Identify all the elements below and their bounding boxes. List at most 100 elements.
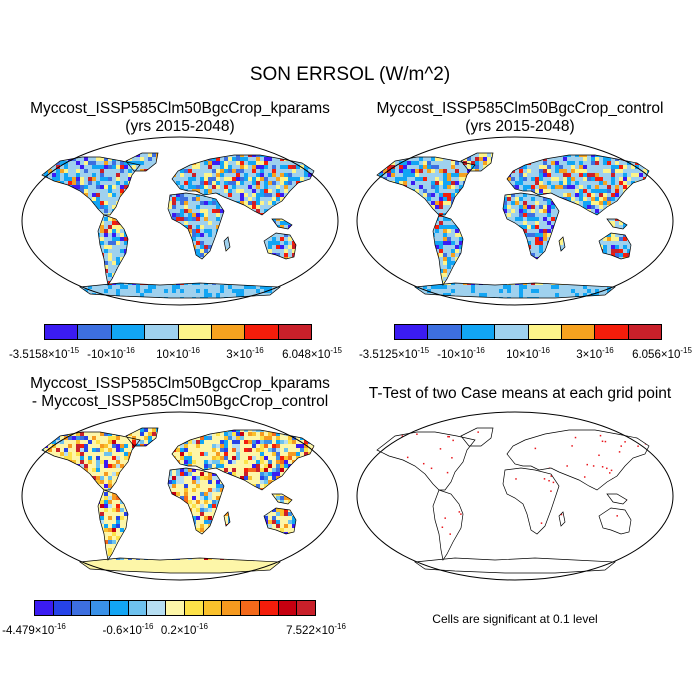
coastline [271, 218, 293, 230]
colorbar-swatch [527, 325, 561, 339]
panel-title-line: (yrs 2015-2048) [465, 118, 575, 135]
coastline [167, 467, 225, 535]
panel-title-line: (yrs 2015-2048) [125, 118, 235, 135]
colorbar-swatch [165, 601, 184, 615]
panel-title-line: Myccost_ISSP585Clm50BgcCrop_kparams [30, 100, 330, 117]
colorbar-swatch [77, 325, 111, 339]
map-border [356, 136, 674, 306]
panel-title-line: Myccost_ISSP585Clm50BgcCrop_kparams [30, 375, 330, 392]
coastline [125, 152, 159, 172]
colorbar-swatch [240, 601, 259, 615]
colorbar-swatch [594, 325, 628, 339]
coastline [79, 282, 281, 299]
coastline [606, 493, 628, 505]
colorbar-swatch [71, 601, 91, 615]
coastline [263, 232, 297, 260]
map-border [21, 411, 339, 581]
coastline [432, 489, 464, 561]
colorbar-kparams [44, 324, 312, 340]
colorbar-swatch [146, 601, 166, 615]
coastline [171, 429, 315, 491]
colorbar-swatch [395, 325, 428, 339]
map-kparams [21, 136, 339, 306]
coastline [125, 427, 159, 447]
coastline [41, 431, 141, 491]
colorbar-label: 7.522×10-16 [286, 622, 346, 637]
coastline [167, 192, 225, 260]
significance-note: Cells are significant at 0.1 level [432, 612, 598, 626]
colorbar-swatch [35, 601, 53, 615]
colorbar-labels-difference: -4.479×10-16 -0.6×10-16 0.2×10-16 7.522×10-… [2, 622, 346, 638]
coastline [502, 192, 560, 260]
coastline [460, 152, 494, 172]
panel-title-line: - Myccost_ISSP585Clm50BgcCrop_control [31, 393, 329, 410]
colorbar-labels-control: -3.5125×10-15 -10×10-16 10×10-16 3×10-16 6.0… [359, 346, 692, 362]
panel-title-line: Myccost_ISSP585Clm50BgcCrop_control [376, 100, 664, 117]
colorbar-label: 3×10-16 [576, 346, 614, 361]
coastline [414, 557, 616, 574]
colorbar-control [394, 324, 662, 340]
colorbar-label: 3×10-16 [226, 346, 264, 361]
colorbar-swatch [277, 325, 311, 339]
colorbar-label: 6.056×10-15 [632, 346, 692, 361]
coastline [606, 218, 628, 230]
colorbar-swatch [127, 601, 147, 615]
colorbar-label: -3.5125×10-15 [358, 346, 430, 361]
coastline [460, 427, 494, 447]
colorbar-label: 10×10-16 [506, 346, 550, 361]
coastline [97, 489, 129, 561]
coastline [171, 154, 315, 216]
coastline [506, 429, 650, 491]
colorbar-swatch [210, 325, 245, 339]
coastline [376, 156, 476, 216]
colorbar-label: -10×10-16 [437, 346, 485, 361]
panel-title-difference: Myccost_ISSP585Clm50BgcCrop_kparams - My… [0, 375, 360, 411]
coastline [223, 511, 231, 527]
colorbar-swatch [183, 601, 203, 615]
coastline [376, 431, 476, 491]
colorbar-swatch [110, 325, 145, 339]
colorbar-label: -0.6×10-16 [102, 622, 154, 637]
colorbar-swatch [296, 601, 316, 615]
map-difference [21, 411, 339, 581]
panel-title-control: Myccost_ISSP585Clm50BgcCrop_control (yrs… [340, 100, 700, 136]
coastline [97, 214, 129, 286]
colorbar-label: -3.5158×10-15 [8, 346, 80, 361]
colorbar-label: -4.479×10-16 [2, 622, 66, 637]
figure-title: SON ERRSOL (W/m^2) [249, 64, 451, 85]
coastline [598, 232, 632, 260]
map-border [21, 136, 339, 306]
panel-title-line: T-Test of two Case means at each grid po… [368, 385, 672, 402]
map-ttest [356, 411, 674, 581]
coastline [41, 156, 141, 216]
colorbar-swatch [144, 325, 178, 339]
colorbar-swatch [108, 601, 128, 615]
map-control [356, 136, 674, 306]
colorbar-swatch [460, 325, 495, 339]
coastline [502, 467, 560, 535]
panel-title-ttest: T-Test of two Case means at each grid po… [340, 385, 700, 403]
colorbar-swatch [52, 601, 72, 615]
map-ocean [357, 412, 673, 580]
colorbar-difference [34, 600, 316, 616]
coastline [432, 214, 464, 286]
panel-title-kparams: Myccost_ISSP585Clm50BgcCrop_kparams (yrs… [0, 100, 360, 136]
coastline [598, 507, 632, 535]
colorbar-swatch [244, 325, 278, 339]
coastline [558, 511, 566, 527]
coastline [506, 154, 650, 216]
map-border [356, 411, 674, 581]
colorbar-swatch [277, 601, 297, 615]
coastline [263, 507, 297, 535]
colorbar-label: -10×10-16 [87, 346, 135, 361]
coastline [79, 557, 281, 574]
colorbar-swatch [202, 601, 222, 615]
colorbar-label: 10×10-16 [156, 346, 200, 361]
colorbar-swatch [45, 325, 78, 339]
coastline [271, 493, 293, 505]
colorbar-swatch [221, 601, 241, 615]
colorbar-labels-kparams: -3.5158×10-15 -10×10-16 10×10-16 3×10-16 6.0… [9, 346, 342, 362]
coastline [414, 282, 616, 299]
coastline [558, 236, 566, 252]
colorbar-swatch [177, 325, 211, 339]
